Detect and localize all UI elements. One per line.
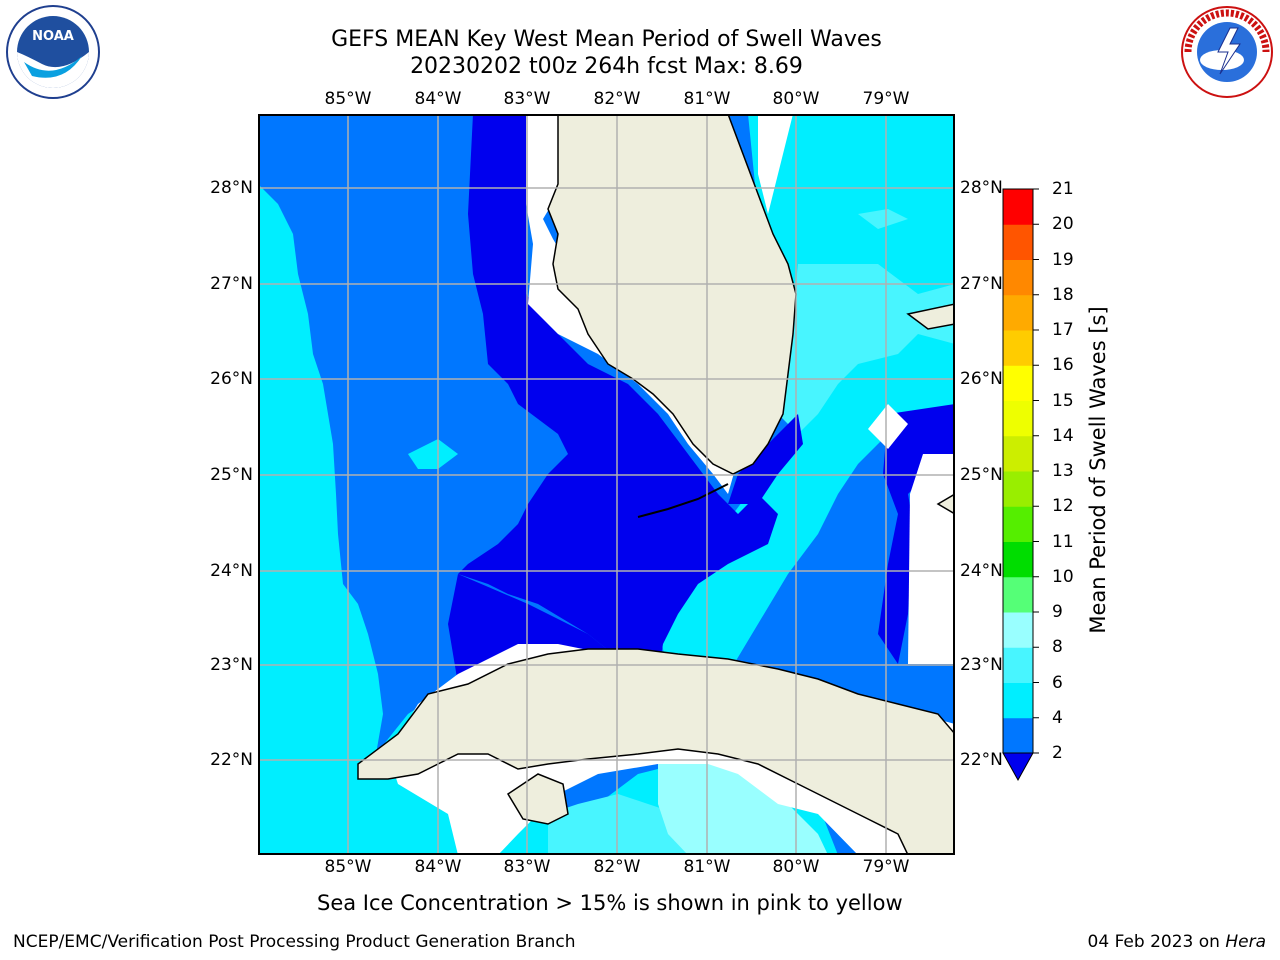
colorbar-band bbox=[1003, 471, 1033, 507]
colorbar-band bbox=[1003, 400, 1033, 437]
colorbar-band bbox=[1003, 294, 1033, 331]
colorbar-band bbox=[1003, 506, 1033, 542]
colorbar-band bbox=[1003, 576, 1033, 613]
lat-label-right: 23°N bbox=[960, 655, 1003, 675]
lon-label-top: 84°W bbox=[414, 89, 462, 109]
lon-label-top: 79°W bbox=[862, 89, 910, 109]
lon-label-bottom: 81°W bbox=[683, 857, 731, 877]
lat-label-left: 26°N bbox=[210, 369, 253, 389]
colorbar-band bbox=[1003, 330, 1033, 366]
swell-band-6-8-east bbox=[778, 264, 955, 434]
colorbar-tick-label: 15 bbox=[1052, 390, 1074, 411]
land-florida-keys bbox=[637, 483, 729, 518]
lat-label-left: 23°N bbox=[210, 655, 253, 675]
footer-date-text: 04 Feb 2023 on bbox=[1087, 932, 1226, 952]
colorbar-band bbox=[1003, 541, 1033, 578]
colorbar-band bbox=[1003, 189, 1033, 225]
lon-label-top: 83°W bbox=[503, 89, 551, 109]
land-bahamas bbox=[906, 303, 955, 330]
lat-label-left: 24°N bbox=[210, 561, 253, 581]
colorbar-tick-label: 18 bbox=[1052, 284, 1074, 305]
lat-label-left: 28°N bbox=[210, 178, 253, 198]
swell-band-4-6-patch bbox=[408, 439, 458, 469]
colorbar bbox=[1002, 188, 1039, 782]
colorbar-tick-label: 12 bbox=[1052, 496, 1074, 517]
lat-label-right: 28°N bbox=[960, 178, 1003, 198]
land-bahamas bbox=[936, 493, 955, 515]
land-isla-juventud bbox=[506, 773, 569, 825]
lon-label-bottom: 82°W bbox=[593, 857, 641, 877]
colorbar-band bbox=[1003, 259, 1033, 296]
colorbar-tick-label: 17 bbox=[1052, 320, 1074, 340]
lon-label-bottom: 85°W bbox=[324, 857, 372, 877]
colorbar-tick-label: 4 bbox=[1052, 707, 1063, 728]
colorbar-band bbox=[1003, 365, 1033, 401]
lon-label-bottom: 83°W bbox=[503, 857, 551, 877]
swell-band-lt2-east bbox=[878, 404, 955, 664]
noaa-logo-text: NOAA bbox=[32, 29, 74, 44]
lat-label-right: 25°N bbox=[960, 465, 1003, 485]
map-frame bbox=[258, 114, 955, 855]
footer-date: 04 Feb 2023 on Hera bbox=[1088, 932, 1266, 952]
lat-label-left: 25°N bbox=[210, 465, 253, 485]
colorbar-tick-label: 10 bbox=[1052, 566, 1074, 587]
sea-ice-caption: Sea Ice Concentration > 15% is shown in … bbox=[317, 891, 903, 915]
missing-data-white bbox=[758, 114, 793, 214]
colorbar-band bbox=[1003, 612, 1033, 648]
lon-label-top: 82°W bbox=[593, 89, 641, 109]
missing-data-white bbox=[868, 404, 908, 449]
nws-logo bbox=[1181, 6, 1273, 98]
lon-label-bottom: 80°W bbox=[772, 857, 820, 877]
map-panel bbox=[258, 114, 955, 855]
colorbar-tick-label: 2 bbox=[1052, 743, 1063, 763]
colorbar-title: Mean Period of Swell Waves [s] bbox=[1086, 306, 1110, 634]
chart-title: GEFS MEAN Key West Mean Period of Swell … bbox=[331, 27, 882, 52]
colorbar-tick-label: 21 bbox=[1052, 179, 1074, 199]
lat-label-left: 27°N bbox=[210, 274, 253, 294]
lat-label-right: 27°N bbox=[960, 274, 1003, 294]
colorbar-tick-label: 11 bbox=[1052, 531, 1074, 552]
swell-band-6-8-patch bbox=[858, 209, 908, 229]
noaa-logo: NOAA bbox=[6, 5, 100, 99]
colorbar-tick-label: 19 bbox=[1052, 249, 1074, 270]
lat-label-right: 22°N bbox=[960, 750, 1003, 770]
swell-band-8-9-south bbox=[658, 754, 828, 855]
colorbar-tick-label: 16 bbox=[1052, 355, 1074, 376]
graticule bbox=[258, 114, 955, 855]
colorbar-tick-label: 6 bbox=[1052, 672, 1063, 693]
colorbar-tick-label: 13 bbox=[1052, 461, 1074, 481]
colorbar-band bbox=[1003, 682, 1033, 719]
lon-label-bottom: 84°W bbox=[414, 857, 462, 877]
lon-label-top: 80°W bbox=[772, 89, 820, 109]
lon-label-top: 85°W bbox=[324, 89, 372, 109]
land-florida bbox=[547, 114, 797, 475]
colorbar-band bbox=[1003, 435, 1033, 472]
swell-band-4-6-patch bbox=[288, 404, 328, 464]
colorbar-band bbox=[1003, 647, 1033, 683]
colorbar-band bbox=[1003, 717, 1033, 754]
colorbar-tick-label: 9 bbox=[1052, 602, 1063, 622]
lat-label-left: 22°N bbox=[210, 750, 253, 770]
chart-subtitle: 20230202 t00z 264h fcst Max: 8.69 bbox=[410, 54, 803, 79]
lat-label-right: 24°N bbox=[960, 561, 1003, 581]
lon-label-top: 81°W bbox=[683, 89, 731, 109]
colorbar-tick-label: 14 bbox=[1052, 425, 1074, 446]
colorbar-tick-label: 20 bbox=[1052, 214, 1074, 235]
missing-data-white bbox=[908, 454, 955, 664]
lat-label-right: 26°N bbox=[960, 369, 1003, 389]
lon-label-bottom: 79°W bbox=[862, 857, 910, 877]
footer-credit: NCEP/EMC/Verification Post Processing Pr… bbox=[13, 932, 576, 952]
colorbar-under-arrow bbox=[1002, 752, 1034, 782]
land-cuba bbox=[357, 648, 955, 855]
colorbar-band bbox=[1003, 224, 1033, 260]
swell-band-lt2-keys bbox=[728, 414, 803, 504]
swell-band-lt2-gulf bbox=[458, 114, 778, 694]
colorbar-tick-label: 8 bbox=[1052, 637, 1063, 658]
footer-host: Hera bbox=[1225, 932, 1266, 952]
